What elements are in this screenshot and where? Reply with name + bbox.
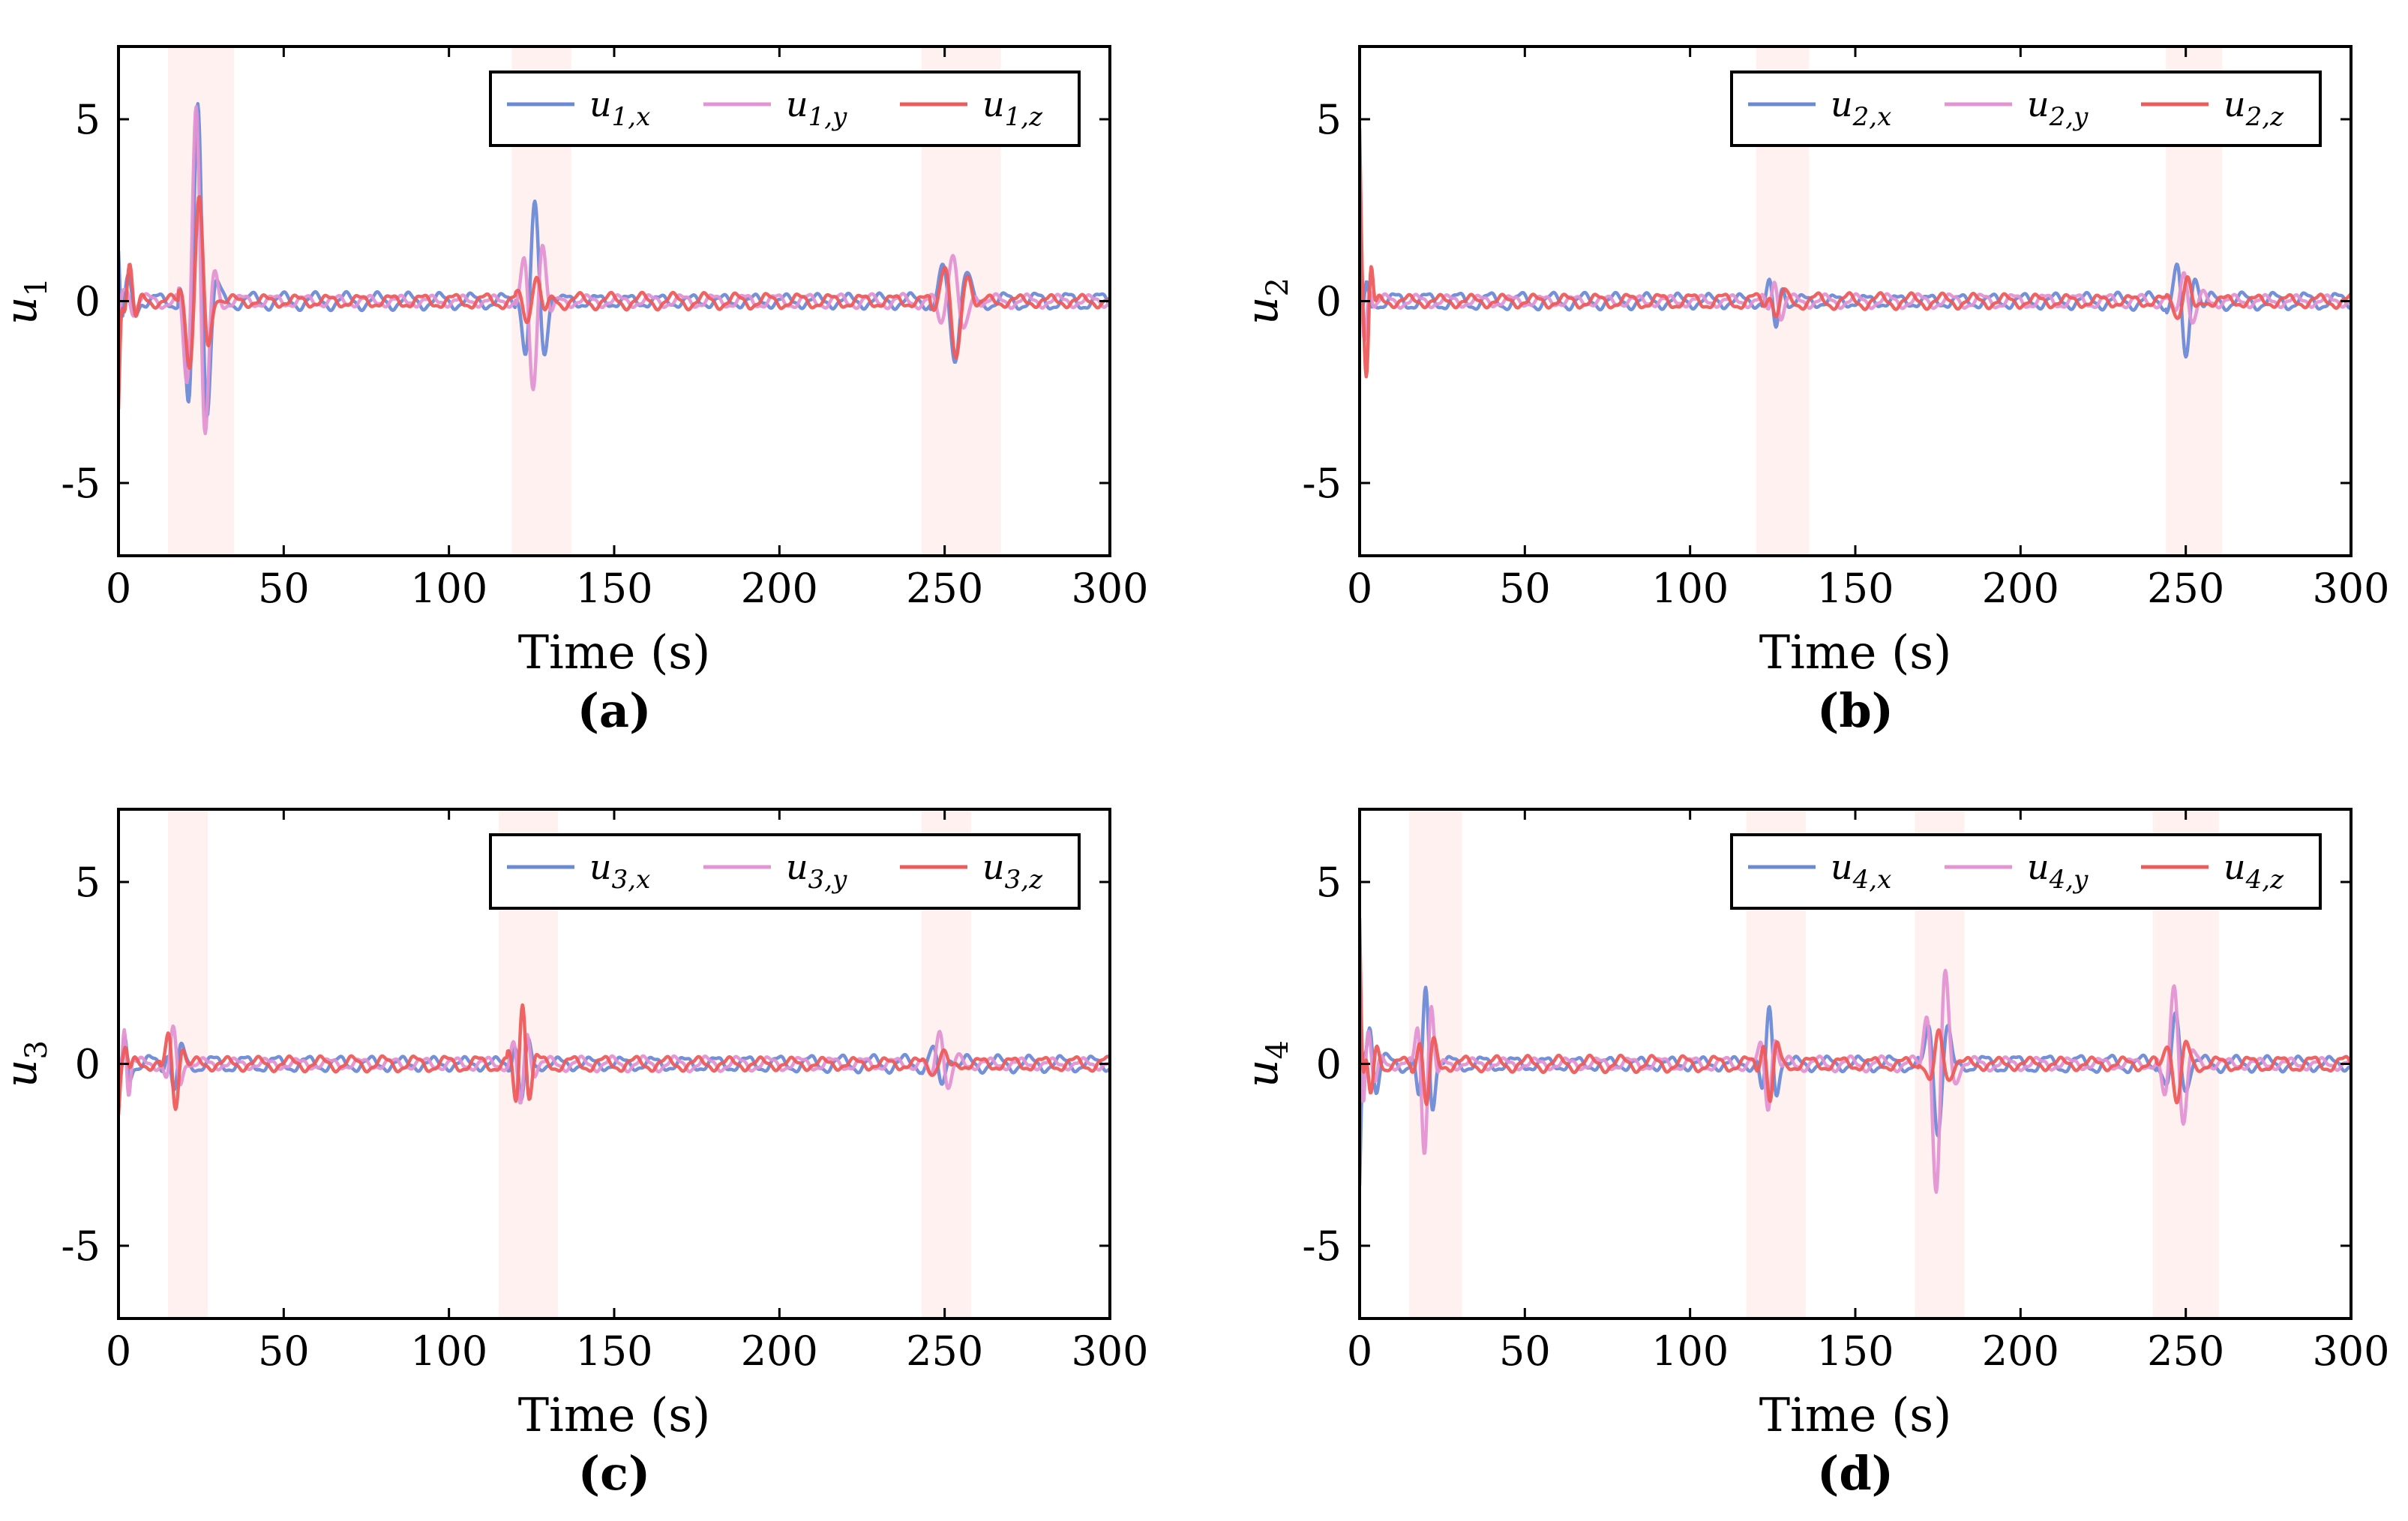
legend-box-a <box>489 70 1081 147</box>
y-tick-label-c-2: -5 <box>61 1222 100 1270</box>
x-tick-label-b-0: 0 <box>1347 565 1372 612</box>
x-tick-label-a-6: 300 <box>1071 565 1148 612</box>
legend-box-d <box>1730 833 2322 910</box>
series-line-d-y <box>1360 952 2351 1194</box>
x-tick-label-a-0: 0 <box>106 565 131 612</box>
x-tick-label-c-6: 300 <box>1071 1328 1148 1375</box>
x-tick-label-c-1: 50 <box>258 1328 310 1375</box>
legend-label-d-x: u4,x <box>1831 847 1891 895</box>
legend-label-b-x: u2,x <box>1831 84 1891 132</box>
x-tick-label-a-1: 50 <box>258 565 310 612</box>
y-axis-label-d: u4 <box>1237 1040 1295 1088</box>
x-axis-label-c: Time (s) <box>518 1388 711 1442</box>
y-tick-label-b-0: 5 <box>1316 96 1342 143</box>
x-tick-label-c-5: 250 <box>906 1328 983 1375</box>
y-axis-label-c: u3 <box>0 1040 54 1088</box>
x-tick-label-a-5: 250 <box>906 565 983 612</box>
x-axis-label-b: Time (s) <box>1759 625 1952 680</box>
x-tick-label-d-6: 300 <box>2312 1328 2389 1375</box>
x-tick-label-b-3: 150 <box>1816 565 1894 612</box>
y-axis-label-b: u2 <box>1237 278 1295 325</box>
x-tick-label-b-5: 250 <box>2147 565 2224 612</box>
legend-box-c <box>489 833 1081 910</box>
y-tick-label-d-1: 0 <box>1316 1041 1342 1088</box>
x-tick-label-d-3: 150 <box>1816 1328 1894 1375</box>
y-tick-label-a-1: 0 <box>75 278 100 326</box>
x-tick-label-d-4: 200 <box>1982 1328 2059 1375</box>
y-axis-label-a: u1 <box>0 278 54 325</box>
x-tick-label-b-6: 300 <box>2312 565 2389 612</box>
x-tick-label-a-4: 200 <box>741 565 818 612</box>
x-tick-label-b-2: 100 <box>1651 565 1729 612</box>
x-axis-label-d: Time (s) <box>1759 1388 1952 1442</box>
legend-label-c-y: u3,y <box>786 847 847 895</box>
legend-label-b-y: u2,y <box>2027 84 2089 132</box>
y-tick-label-d-0: 5 <box>1316 859 1342 906</box>
series-line-c-z <box>118 1003 1110 1115</box>
x-tick-label-d-1: 50 <box>1499 1328 1551 1375</box>
y-tick-label-b-1: 0 <box>1316 278 1342 326</box>
x-tick-label-d-0: 0 <box>1347 1328 1372 1375</box>
legend-label-a-x: u1,x <box>589 84 650 132</box>
legend-label-c-x: u3,x <box>589 847 650 895</box>
panel-label-d: (d) <box>1817 1446 1894 1501</box>
legend-label-d-y: u4,y <box>2027 847 2089 895</box>
series-line-c-y <box>118 1024 1110 1105</box>
legend-label-c-z: u3,z <box>982 847 1043 895</box>
x-tick-label-c-4: 200 <box>741 1328 818 1375</box>
x-tick-label-c-0: 0 <box>106 1328 131 1375</box>
x-tick-label-d-2: 100 <box>1651 1328 1729 1375</box>
y-tick-label-d-2: -5 <box>1302 1222 1342 1270</box>
panel-label-b: (b) <box>1817 683 1894 738</box>
y-tick-label-c-0: 5 <box>75 859 100 906</box>
y-tick-label-c-1: 0 <box>75 1041 100 1088</box>
legend-label-a-z: u1,z <box>982 84 1043 132</box>
x-tick-label-c-2: 100 <box>410 1328 487 1375</box>
y-tick-label-a-0: 5 <box>75 96 100 143</box>
y-tick-label-a-2: -5 <box>61 460 100 507</box>
x-tick-label-d-5: 250 <box>2147 1328 2224 1375</box>
y-tick-label-b-2: -5 <box>1302 460 1342 507</box>
panel-label-c: (c) <box>578 1446 650 1501</box>
x-axis-label-a: Time (s) <box>518 625 711 680</box>
series-line-b-x <box>1360 261 2351 359</box>
x-tick-label-b-4: 200 <box>1982 565 2059 612</box>
x-tick-label-b-1: 50 <box>1499 565 1551 612</box>
legend-box-b <box>1730 70 2322 147</box>
series-line-d-z <box>1360 918 2351 1106</box>
legend-label-a-y: u1,y <box>786 84 847 132</box>
x-tick-label-c-3: 150 <box>575 1328 652 1375</box>
x-tick-label-a-3: 150 <box>575 565 652 612</box>
series-line-a-z <box>118 195 1110 410</box>
series-line-b-z <box>1360 128 2351 379</box>
legend-label-b-z: u2,z <box>2224 84 2284 132</box>
x-tick-label-a-2: 100 <box>410 565 487 612</box>
panel-label-a: (a) <box>577 683 652 738</box>
legend-label-d-z: u4,z <box>2224 847 2284 895</box>
